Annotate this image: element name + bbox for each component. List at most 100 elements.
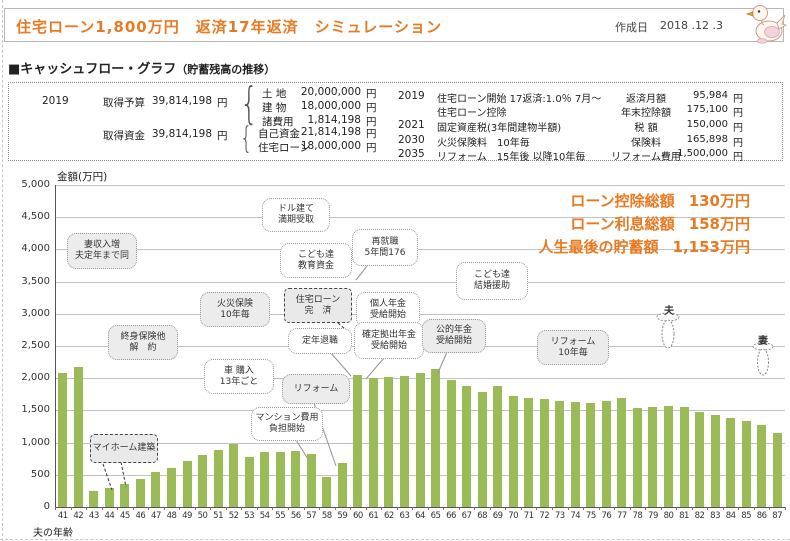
- bar-age-52: [229, 443, 239, 507]
- x-tick-label: 80: [663, 511, 674, 521]
- bar-age-68: [477, 391, 487, 507]
- chart-annotation: ドル建て 満期受取: [262, 198, 330, 232]
- x-tick-label: 52: [228, 511, 239, 521]
- bar-age-57: [306, 453, 316, 507]
- event-label: リフォーム費用: [611, 152, 681, 163]
- x-tick-mark: [225, 507, 227, 510]
- wife-marker-label: 妻: [758, 336, 768, 347]
- x-tick-label: 48: [166, 511, 177, 521]
- title-bar: [4, 8, 784, 42]
- x-axis-line: [55, 507, 786, 508]
- event-year: 2019: [398, 90, 425, 102]
- bar-age-55: [275, 451, 285, 507]
- bar-age-81: [679, 407, 689, 507]
- event-label: 税 額: [634, 123, 658, 134]
- x-tick-mark: [396, 507, 398, 510]
- loan-total-label: ローン利息総額: [570, 215, 675, 233]
- x-tick-mark: [691, 507, 693, 510]
- event-label: 返済月額: [626, 94, 666, 105]
- x-tick-label: 65: [430, 511, 441, 521]
- x-tick-mark: [583, 507, 585, 510]
- event-year: 2030: [398, 134, 425, 146]
- annotation-tail: [330, 352, 352, 377]
- x-tick-label: 44: [104, 511, 115, 521]
- x-tick-label: 45: [119, 511, 130, 521]
- x-tick-mark: [241, 507, 243, 510]
- x-tick-mark: [629, 507, 631, 510]
- loan-total-value: 1,153万円: [672, 238, 750, 256]
- bar-age-64: [415, 373, 425, 507]
- y-tick-label: 1,500: [21, 404, 50, 416]
- loan-total-line: ローン利息総額 158万円: [539, 213, 750, 236]
- bar-age-74: [570, 401, 580, 507]
- own-funds-label: 自己資金: [258, 128, 300, 140]
- bar-age-75: [586, 402, 596, 507]
- loan-total-line: ローン控除総額 130万円: [539, 190, 750, 213]
- x-tick-mark: [365, 507, 367, 510]
- x-tick-mark: [55, 507, 56, 510]
- x-tick-label: 67: [461, 511, 472, 521]
- bar-age-56: [291, 450, 301, 507]
- x-tick-label: 62: [384, 511, 394, 521]
- page-title: 住宅ローン1,800万円 返済17年返済 シミュレーション: [16, 18, 442, 36]
- x-tick-mark: [101, 507, 103, 510]
- chart-annotation: 妻収入増 夫定年まで同: [67, 233, 137, 269]
- own-funds-unit: 円: [366, 128, 377, 140]
- x-tick-mark: [645, 507, 647, 510]
- chart-annotation: こども達 教育資金: [280, 243, 352, 278]
- annotation-tail: [355, 265, 368, 281]
- event-desc: 住宅ローン控除: [437, 108, 507, 119]
- gridline: [55, 185, 785, 186]
- x-tick-mark: [334, 507, 336, 510]
- chart-annotation: 再就職 5年間176: [352, 229, 418, 266]
- page-break-line-bottom: [0, 539, 790, 540]
- event-label: 年末控除額: [621, 108, 671, 119]
- x-tick-mark: [179, 507, 181, 510]
- x-axis-title: 夫の年齢: [33, 528, 73, 539]
- bar-age-48: [166, 468, 176, 507]
- event-unit: 円: [733, 138, 743, 149]
- bar-age-84: [726, 418, 736, 507]
- annotation-tail: [102, 463, 113, 491]
- x-tick-mark: [194, 507, 196, 510]
- event-unit: 円: [733, 108, 743, 119]
- y-tick-label: 3,500: [21, 275, 50, 287]
- x-tick-label: 51: [213, 511, 223, 521]
- budget-unit: 円: [217, 97, 228, 109]
- bar-age-44: [104, 487, 114, 507]
- chart-annotation: 住宅ローン 完 済: [284, 288, 352, 323]
- x-tick-label: 42: [73, 511, 84, 521]
- bar-age-66: [446, 379, 456, 507]
- land-label: 土 地: [262, 88, 287, 100]
- chart-annotation: マンション費用 負担開始: [251, 407, 323, 441]
- bar-age-73: [555, 401, 565, 507]
- x-tick-label: 63: [399, 511, 410, 521]
- bar-age-61: [368, 378, 378, 507]
- section-heading-main: ■キャッシュフロー・グラフ: [8, 62, 177, 77]
- loan-amount: 18,000,000: [300, 140, 361, 152]
- x-tick-label: 84: [725, 511, 736, 521]
- x-tick-mark: [163, 507, 165, 510]
- x-tick-label: 82: [694, 511, 705, 521]
- acq-year: 2019: [42, 95, 69, 107]
- building-label: 建 物: [262, 102, 287, 114]
- x-tick-label: 59: [337, 511, 348, 521]
- bar-age-45: [120, 483, 130, 507]
- x-tick-label: 73: [554, 511, 565, 521]
- y-tick-label: 500: [30, 468, 50, 480]
- funds-brace: {: [240, 121, 253, 156]
- created-date-label: 作成日: [615, 21, 648, 34]
- x-tick-mark: [148, 507, 150, 510]
- x-tick-mark: [427, 507, 429, 510]
- y-tick-label: 5,000: [21, 179, 50, 190]
- own-funds-amount: 21,814,198: [300, 126, 361, 138]
- y-tick-label: 1,000: [21, 436, 50, 448]
- bar-age-69: [493, 385, 503, 507]
- x-tick-mark: [381, 507, 383, 510]
- bar-age-77: [617, 398, 627, 507]
- bar-age-58: [322, 476, 332, 507]
- x-tick-label: 72: [539, 511, 550, 521]
- land-amount: 20,000,000: [300, 86, 361, 98]
- x-tick-label: 41: [57, 511, 68, 521]
